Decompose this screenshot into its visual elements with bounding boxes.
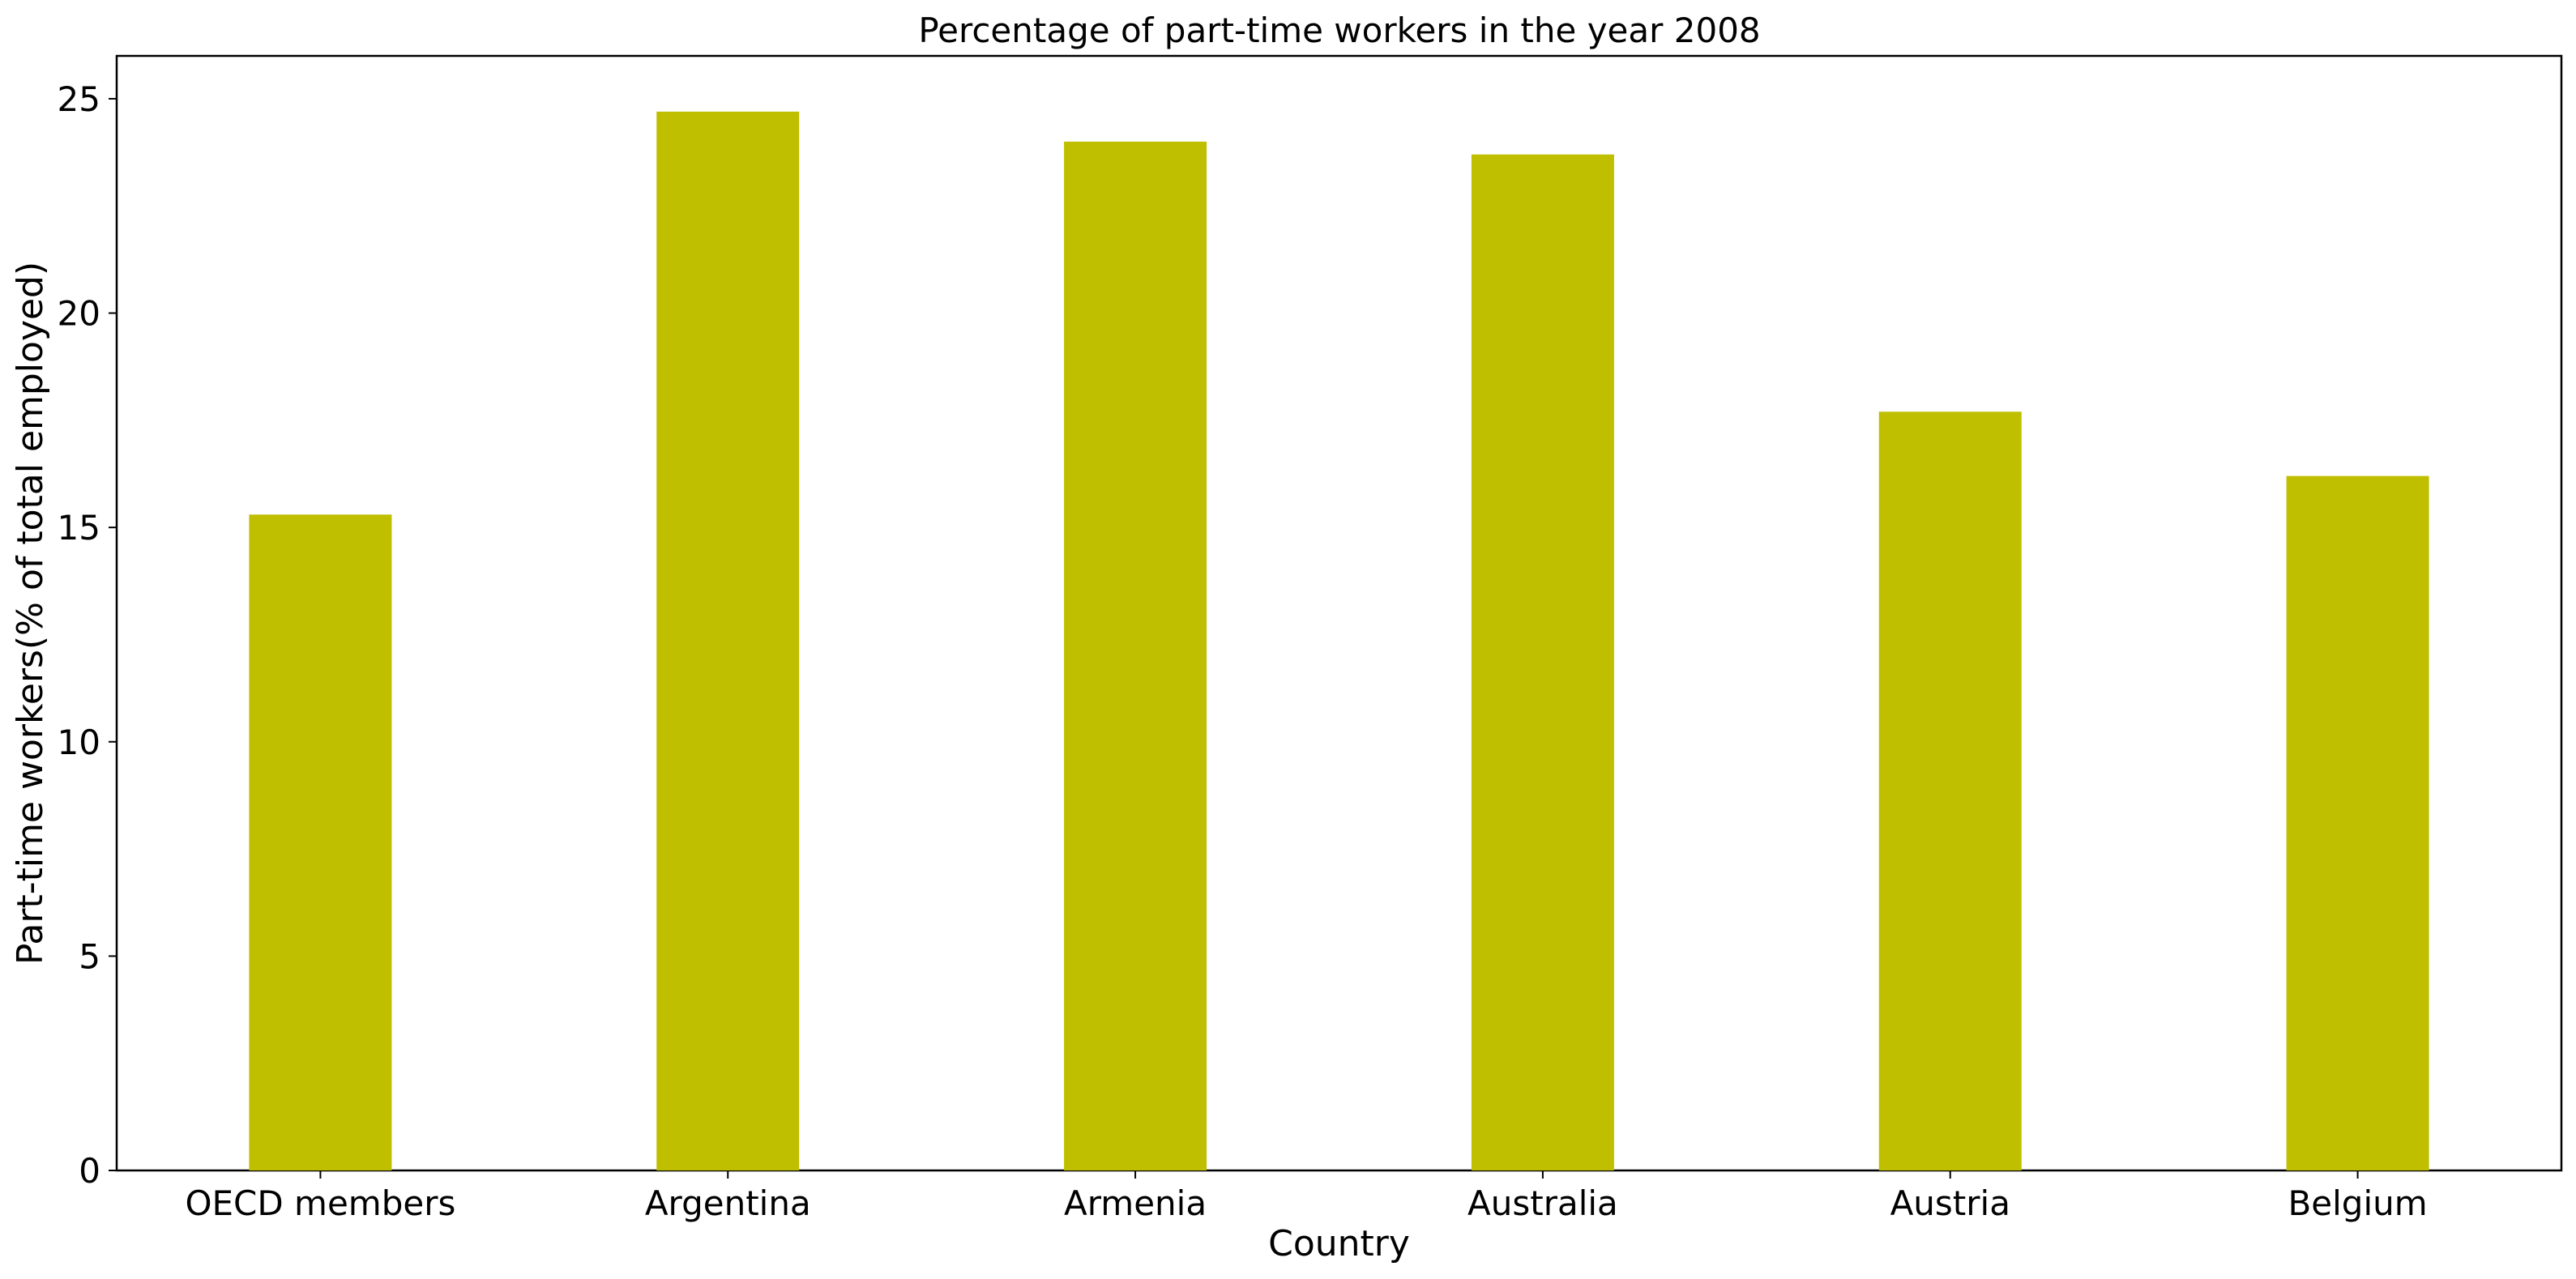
plot-area: 0 5 10 15 20 25 OECD members Argentina Armenia A…: [58, 54, 2563, 1223]
bars-group: [249, 111, 2429, 1170]
x-axis-label: Country: [1268, 1223, 1410, 1264]
x-tick-label: Argentina: [645, 1183, 811, 1223]
y-tick-label: 10: [58, 723, 100, 762]
bar-austria: [1878, 411, 2022, 1170]
y-tick-label: 15: [58, 508, 100, 548]
y-tick-label: 0: [79, 1151, 100, 1191]
y-tick-label: 20: [58, 294, 100, 334]
bar-armenia: [1064, 141, 1207, 1170]
y-axis-label: Part-time workers(% of total employed): [10, 262, 51, 965]
x-tick-label: Australia: [1467, 1183, 1618, 1223]
plot-frame: [115, 54, 2563, 1172]
y-tick-label: 5: [79, 936, 100, 976]
x-tick-label: Austria: [1890, 1183, 2010, 1223]
bar-argentina: [656, 111, 800, 1170]
y-tick-label: 25: [58, 79, 100, 119]
x-axis-ticks: OECD members Argentina Armenia Australia Aus…: [185, 1170, 2428, 1223]
x-tick-label: Belgium: [2288, 1183, 2427, 1223]
bar-belgium: [2286, 475, 2429, 1170]
y-axis-ticks: 0 5 10 15 20 25: [58, 79, 117, 1191]
bar-oecd-members: [249, 514, 392, 1170]
bar-australia: [1471, 154, 1614, 1170]
x-tick-label: Armenia: [1064, 1183, 1207, 1223]
x-tick-label: OECD members: [185, 1183, 455, 1223]
chart-title: Percentage of part-time workers in the y…: [918, 11, 1760, 50]
